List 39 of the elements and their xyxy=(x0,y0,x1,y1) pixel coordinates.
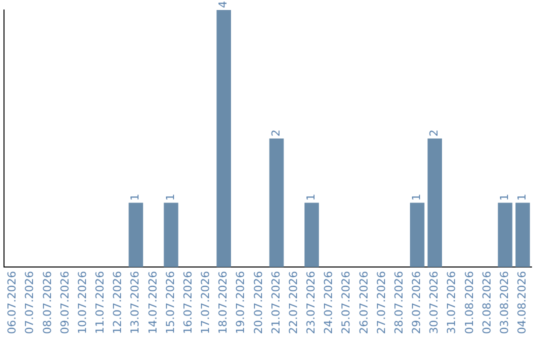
data-label: 1 xyxy=(164,194,177,201)
data-label: 4 xyxy=(216,1,230,8)
x-tick-label: 27.07.2026 xyxy=(374,271,388,334)
x-tick-label: 01.08.2026 xyxy=(462,271,476,334)
x-tick-label: 14.07.2026 xyxy=(146,271,160,334)
x-tick-label: 22.07.2026 xyxy=(286,271,300,334)
x-tick-label: 12.07.2026 xyxy=(111,271,124,334)
x-tick-label: 20.07.2026 xyxy=(252,271,265,334)
x-tick-label: 17.07.2026 xyxy=(199,271,212,334)
data-label: 1 xyxy=(304,194,318,201)
data-label: 1 xyxy=(516,194,529,201)
x-tick-label: 28.07.2026 xyxy=(392,271,406,334)
data-label: 2 xyxy=(269,130,282,137)
x-tick-label: 30.07.2026 xyxy=(428,271,441,334)
x-tick-label: 11.07.2026 xyxy=(94,271,107,334)
x-tick-label: 15.07.2026 xyxy=(164,271,177,334)
x-tick-label: 04.08.2026 xyxy=(516,271,529,334)
x-tick-label: 18.07.2026 xyxy=(216,271,230,334)
x-tick-label: 23.07.2026 xyxy=(304,271,318,334)
data-label: 1 xyxy=(128,194,142,201)
x-tick-label: 16.07.2026 xyxy=(181,271,194,334)
x-tick-label: 06.07.2026 xyxy=(6,271,19,334)
x-tick-label: 08.07.2026 xyxy=(40,271,54,334)
x-tick-label: 13.07.2026 xyxy=(128,271,142,334)
x-tick-label: 19.07.2026 xyxy=(234,271,248,334)
data-label: 2 xyxy=(428,130,441,137)
x-tick-label: 21.07.2026 xyxy=(269,271,282,334)
x-tick-label: 09.07.2026 xyxy=(58,271,72,334)
x-tick-label: 10.07.2026 xyxy=(76,271,89,334)
x-tick-label: 29.07.2026 xyxy=(410,271,424,334)
x-tick-label: 24.07.2026 xyxy=(322,271,336,334)
data-label: 1 xyxy=(498,194,511,201)
x-tick-label: 26.07.2026 xyxy=(357,271,370,334)
x-tick-label: 02.08.2026 xyxy=(480,271,494,334)
x-tick-label: 31.07.2026 xyxy=(445,271,458,334)
data-label: 1 xyxy=(410,194,424,201)
x-tick-label: 07.07.2026 xyxy=(23,271,36,334)
x-tick-label: 03.08.2026 xyxy=(498,271,511,334)
x-tick-label: 25.07.2026 xyxy=(340,271,353,334)
